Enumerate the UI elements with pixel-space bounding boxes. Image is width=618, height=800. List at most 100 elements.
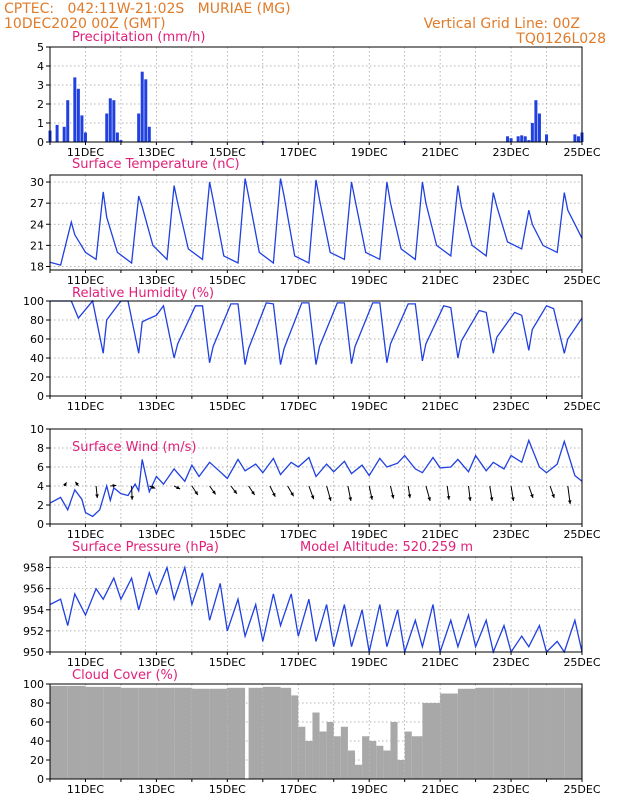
x-date-label: 23DEC (493, 400, 530, 413)
precip-bar (62, 126, 66, 142)
cloud-bar (362, 736, 370, 779)
y-tick-label: 30 (30, 176, 44, 189)
panel-frame (49, 428, 583, 525)
cloud-bar (511, 687, 529, 779)
cloud-bar (85, 686, 104, 779)
cloud-bar (340, 726, 348, 779)
cloud-bar (209, 688, 228, 779)
x-date-label: 11DEC (67, 146, 104, 159)
cloud-bar (355, 764, 363, 779)
header-right-line1: Vertical Grid Line: 00Z (423, 16, 580, 32)
precip-bar (112, 100, 116, 142)
wind-vector-head (310, 495, 315, 500)
cloud-bar (191, 688, 210, 779)
x-date-label: 17DEC (280, 274, 317, 287)
cloud-bar (564, 687, 582, 779)
cloud-bar (546, 687, 565, 779)
cloud-bar (50, 685, 68, 779)
cloud-bar (397, 760, 405, 779)
cloud-bar (326, 722, 334, 779)
precip-bar (534, 100, 538, 142)
y-tick-label: 4 (37, 480, 44, 493)
cloud-bar (138, 687, 157, 779)
y-tick-label: 24 (30, 218, 44, 231)
precip-bar (516, 136, 520, 142)
cloud-bar (67, 685, 86, 779)
x-date-label: 21DEC (422, 274, 459, 287)
y-tick-label: 0 (37, 136, 44, 149)
precip-bar (105, 113, 109, 142)
cloud-bar (411, 736, 423, 779)
y-tick-label: 100 (23, 295, 44, 308)
y-tick-label: 20 (30, 754, 44, 767)
cloud-bar (120, 687, 139, 779)
wind-vector-head (212, 490, 216, 495)
wind-vector-head (530, 494, 534, 498)
cloud-bar (319, 731, 327, 779)
y-tick-label: 80 (30, 314, 44, 327)
cloud-bar (333, 736, 341, 779)
panel-title: Surface Wind (m/s) (72, 440, 196, 455)
series-line (49, 438, 583, 518)
precip-bar (115, 132, 119, 142)
wind-vector-head (290, 492, 294, 497)
wind-vector-head (112, 483, 117, 488)
series-line (50, 299, 583, 365)
x-date-label: 23DEC (493, 528, 530, 541)
wind-vector-head (176, 485, 181, 490)
wind-vector-head (348, 497, 353, 501)
header-left-line1: CPTEC: 042:11W-21:02S MURIAE (MG) (4, 1, 291, 17)
wind-vector-head (551, 494, 555, 498)
cloud-bar (347, 750, 356, 779)
x-date-label: 13DEC (138, 400, 175, 413)
x-date-label: 25DEC (563, 146, 600, 159)
precip-bar (530, 123, 534, 142)
x-date-label: 15DEC (209, 656, 246, 669)
cloud-bar (383, 750, 391, 779)
cloud-bar (103, 686, 121, 779)
x-date-label: 21DEC (422, 656, 459, 669)
x-date-label: 15DEC (209, 783, 246, 796)
x-date-label: 21DEC (422, 783, 459, 796)
cloud-bar (376, 745, 384, 779)
wind-vector-head (272, 492, 276, 497)
wind-vector-head (151, 485, 156, 489)
x-date-label: 25DEC (563, 656, 600, 669)
precip-bar (527, 140, 531, 142)
cloud-bar (369, 741, 377, 779)
precip-bar (147, 126, 151, 142)
cloud-bar (291, 695, 299, 779)
x-date-label: 11DEC (67, 274, 104, 287)
y-tick-label: 18 (30, 260, 44, 273)
wind-vector-head (407, 494, 412, 498)
y-tick-label: 60 (30, 716, 44, 729)
panel-title: Precipitation (mm/h) (72, 30, 205, 45)
cloud-bar (241, 687, 246, 779)
precip-bar (83, 132, 87, 142)
wind-vector-head (468, 497, 472, 501)
header-left-line2: 10DEC2020 00Z (GMT) (4, 16, 166, 32)
x-date-label: 23DEC (493, 146, 530, 159)
panel-frame (49, 556, 583, 653)
precip-bar (55, 124, 59, 142)
precip-bar (66, 100, 70, 142)
x-date-label: 19DEC (351, 656, 388, 669)
x-date-label: 15DEC (209, 274, 246, 287)
x-date-label: 25DEC (563, 528, 600, 541)
y-tick-label: 950 (23, 646, 44, 659)
y-tick-label: 2 (37, 98, 44, 111)
series-line (49, 178, 583, 266)
x-date-label: 25DEC (563, 274, 600, 287)
wind-vector-head (489, 497, 494, 501)
panel-title: Surface Temperature (nC) (72, 157, 240, 172)
wind-vector-head (511, 497, 515, 501)
precip-bar (108, 98, 112, 142)
y-tick-label: 6 (37, 461, 44, 474)
wind-vector-head (233, 489, 237, 494)
x-date-label: 13DEC (138, 274, 175, 287)
wind-vector-head (446, 496, 451, 500)
cloud-bar (305, 741, 313, 779)
wind-vector-head (95, 494, 99, 498)
y-tick-label: 958 (23, 562, 44, 575)
